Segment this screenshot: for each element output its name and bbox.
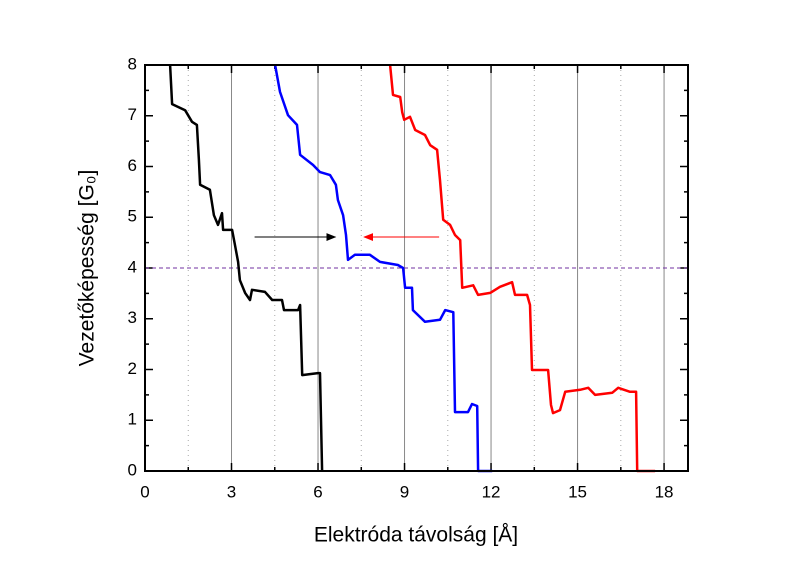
series-line	[168, 64, 324, 472]
series-line	[388, 64, 656, 473]
y-axis-title: Vezetőképesség [G₀]	[76, 170, 99, 367]
y-tick-label: 1	[128, 410, 137, 429]
y-tick-label: 6	[128, 156, 137, 175]
y-tick-label: 4	[128, 257, 137, 276]
x-tick-label: 12	[482, 482, 501, 501]
series-line	[273, 64, 493, 473]
x-tick-label: 0	[140, 482, 149, 501]
x-tick-label: 3	[227, 482, 236, 501]
y-tick-label: 5	[128, 207, 137, 226]
y-tick-label: 0	[128, 460, 137, 479]
x-axis-title: Elektróda távolság [Å]	[314, 524, 518, 547]
y-tick-label: 8	[128, 54, 137, 73]
x-tick-label: 9	[400, 482, 409, 501]
plot-frame	[144, 64, 689, 472]
x-tick-label: 18	[655, 482, 674, 501]
y-tick-label: 3	[128, 308, 137, 327]
y-tick-label: 7	[128, 105, 137, 124]
x-tick-label: 6	[313, 482, 322, 501]
y-tick-label: 2	[128, 359, 137, 378]
x-tick-label: 15	[568, 482, 587, 501]
